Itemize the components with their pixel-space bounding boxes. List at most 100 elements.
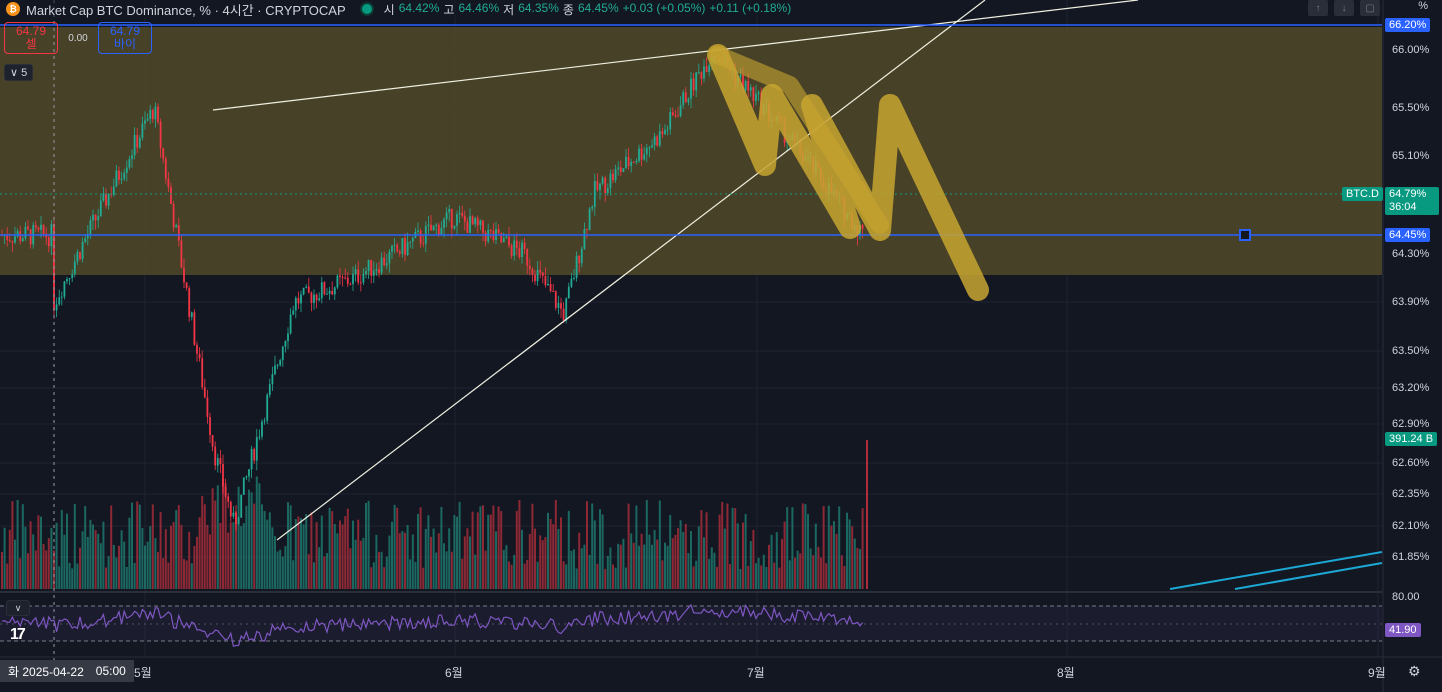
price-tick: 62.90% [1392,418,1430,430]
volume-bar [172,522,175,589]
maximize-icon[interactable]: ▢ [1360,0,1380,16]
candle-body [440,227,443,236]
volume-bar [349,548,352,589]
last-price-label: 64.79% 36:04 [1385,187,1439,215]
volume-bar [833,521,835,589]
candle-body [541,272,544,276]
volume-bar [757,557,760,589]
candle-body [536,269,539,282]
candle-body [463,215,466,222]
volume-bar [539,535,542,589]
volume-bar [203,504,206,589]
volume-bar [279,549,282,589]
candle-body [427,224,430,226]
volume-bar [180,524,183,589]
volume-bar [8,529,11,589]
sell-button[interactable]: 64.79 셀 [4,22,58,54]
candle-body [578,255,581,264]
volume-bar [692,566,695,589]
volume-bar [835,533,838,589]
volume-bar [144,545,146,589]
volume-bar [45,550,48,589]
volume-bar [388,535,391,589]
candle-body [211,435,214,447]
volume-bar [333,524,336,589]
candle-body [333,287,336,295]
volume-bar [297,516,300,589]
candle-body [370,259,373,276]
volume-bar [781,539,783,589]
volume-bar [508,561,510,589]
month-label: 5월 [134,666,152,680]
volume-bar [830,525,833,589]
volume-bar [432,528,435,589]
candle-body [479,220,482,226]
candle-body [565,298,568,321]
candle-body [201,358,204,388]
price-tick: 65.10% [1392,150,1430,162]
hline-handle[interactable] [1239,229,1251,241]
volume-bar [274,536,276,589]
volume-bar [848,519,851,589]
candle-body [703,66,705,79]
candle-body [357,269,360,283]
arrow-up-icon[interactable]: ↑ [1308,0,1328,16]
candle-body [747,80,750,91]
volume-bar [102,521,105,589]
volume-bar [622,538,625,589]
volume-bar [820,557,822,589]
candle-body [180,240,183,268]
volume-bar [383,567,386,589]
candle-body [383,257,386,266]
candle-body [653,136,656,146]
volume-bar [396,507,399,589]
volume-bar [6,563,9,589]
buy-button[interactable]: 64.79 바이 [98,22,152,54]
candle-body [294,297,297,311]
volume-bar [183,558,185,589]
volume-bar [3,527,6,589]
month-label: 8월 [1057,666,1075,680]
ohlc-values: 시 64.42% 고 64.46% 저 64.35% 종 64.45% +0.03 (+… [383,0,792,17]
candle-body [27,226,29,230]
candle-body [476,218,479,226]
candle-body [313,294,315,303]
symbol-title[interactable]: Market Cap BTC Dominance, % · 4시간 · CRYP… [26,2,346,18]
candle-body [79,252,81,260]
volume-bar [437,533,440,589]
candle-body [531,269,534,275]
price-tick: 65.50% [1392,102,1430,114]
settings-gear-icon[interactable]: ⚙ [1408,663,1421,679]
indicators-toggle[interactable]: ∨ 5 [4,64,34,81]
rsi-collapse-button[interactable]: ∨ [6,600,30,616]
volume-bar [120,530,123,589]
candle-body [229,501,232,517]
volume-bar [248,489,250,589]
candle-body [292,310,295,315]
volume-bar [575,568,578,589]
volume-bar [677,528,679,589]
volume-bar [34,550,37,589]
volume-bar [726,503,729,589]
candle-body [242,477,245,495]
candle-body [528,265,531,270]
candle-body [146,118,149,121]
candle-body [63,281,66,297]
volume-bar [679,520,682,589]
arrow-down-icon[interactable]: ↓ [1334,0,1354,16]
candle-body [323,282,326,295]
volume-bar [287,502,289,589]
volume-bar [856,547,859,589]
volume-bar [580,548,583,589]
candle-body [523,242,526,249]
volume-bar [393,504,396,589]
candle-body [216,458,219,466]
candle-body [380,257,383,273]
candle-body [175,225,178,228]
candle-body [112,186,115,195]
candle-body [271,374,274,385]
candle-body [544,275,547,286]
candle-body [500,232,503,243]
candle-body [684,92,687,103]
